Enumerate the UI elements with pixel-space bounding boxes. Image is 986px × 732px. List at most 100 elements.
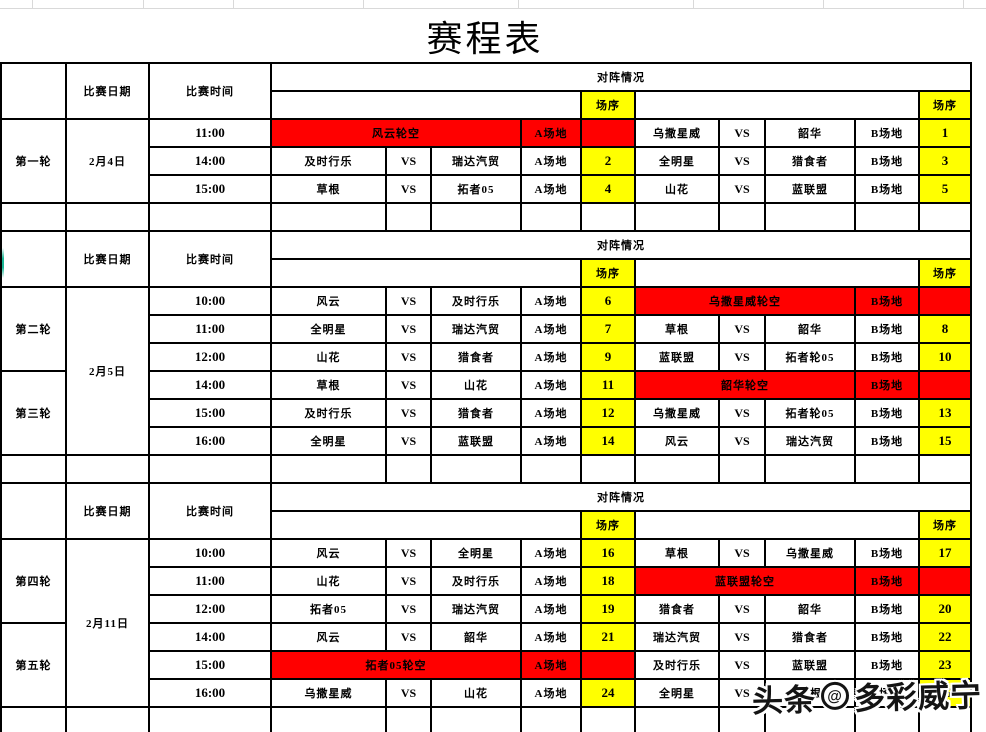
time-cell: 11:00 [148, 566, 272, 596]
venue-cell: B场地 [854, 622, 920, 652]
order-cell: 20 [918, 594, 972, 624]
order-cell [580, 650, 636, 680]
round-cell: 第五轮 [0, 622, 67, 708]
vs-cell: VS [718, 538, 766, 568]
header-spacer [270, 258, 582, 288]
venue-cell: B场地 [854, 566, 920, 596]
venue-cell: B场地 [854, 174, 920, 204]
team-cell: 草根 [270, 174, 387, 204]
corner-cell [0, 230, 67, 288]
venue-cell: A场地 [520, 286, 582, 316]
order-cell: 2 [580, 146, 636, 176]
date-cell: 2月11日 [65, 538, 150, 708]
order-cell: 21 [580, 622, 636, 652]
round-cell: 第二轮 [0, 286, 67, 372]
time-cell: 12:00 [148, 594, 272, 624]
page-title: 赛程表 [426, 19, 544, 59]
team-cell: 全明星 [270, 314, 387, 344]
order-header: 场序 [580, 90, 636, 120]
vs-cell: VS [718, 426, 766, 456]
time-cell: 14:00 [148, 370, 272, 400]
order-header: 场序 [918, 510, 972, 540]
watermark-text: 多彩威宁 [853, 677, 983, 716]
venue-cell: B场地 [854, 342, 920, 372]
team-cell: 全明星 [430, 538, 522, 568]
matchup-header: 对阵情况 [270, 230, 972, 260]
vs-cell: VS [385, 370, 432, 400]
date-cell: 2月5日 [65, 286, 150, 456]
time-cell: 15:00 [148, 398, 272, 428]
team-cell: 猎食者 [764, 622, 856, 652]
team-cell: 全明星 [634, 678, 720, 708]
time-cell: 11:00 [148, 314, 272, 344]
order-header: 场序 [580, 258, 636, 288]
venue-cell: A场地 [520, 622, 582, 652]
venue-cell: A场地 [520, 146, 582, 176]
team-cell: 拓者05 [430, 174, 522, 204]
venue-cell: B场地 [854, 594, 920, 624]
time-cell: 14:00 [148, 146, 272, 176]
venue-cell: B场地 [854, 370, 920, 400]
date-header: 比赛日期 [65, 482, 150, 540]
order-cell: 1 [918, 118, 972, 148]
team-cell: 蓝联盟 [634, 342, 720, 372]
order-cell: 19 [580, 594, 636, 624]
team-cell: 猎食者 [634, 594, 720, 624]
order-cell: 9 [580, 342, 636, 372]
order-cell: 3 [918, 146, 972, 176]
order-cell [580, 118, 636, 148]
header-spacer [270, 510, 582, 540]
matchup-header: 对阵情况 [270, 482, 972, 512]
watermark-text: 头条 [751, 681, 817, 719]
vs-cell: VS [718, 118, 766, 148]
team-cell: 乌撒星威 [764, 538, 856, 568]
time-cell: 16:00 [148, 678, 272, 708]
team-cell: 山花 [270, 566, 387, 596]
vs-cell: VS [385, 622, 432, 652]
bye-cell: 拓者05轮空 [270, 650, 522, 680]
order-cell [918, 286, 972, 316]
toutiao-watermark: 头条 @ 多彩威宁 [747, 669, 986, 721]
team-cell: 山花 [430, 370, 522, 400]
team-cell: 瑞达汽贸 [430, 594, 522, 624]
team-cell: 全明星 [634, 146, 720, 176]
bye-cell: 乌撒星威轮空 [634, 286, 856, 316]
vs-cell: VS [718, 398, 766, 428]
team-cell: 猎食者 [430, 342, 522, 372]
venue-cell: B场地 [854, 286, 920, 316]
separator-row [0, 202, 972, 232]
order-cell: 12 [580, 398, 636, 428]
team-cell: 瑞达汽贸 [764, 426, 856, 456]
team-cell: 风云 [270, 538, 387, 568]
order-header: 场序 [580, 510, 636, 540]
time-cell: 16:00 [148, 426, 272, 456]
order-cell: 5 [918, 174, 972, 204]
vs-cell: VS [385, 426, 432, 456]
order-cell: 4 [580, 174, 636, 204]
date-header: 比赛日期 [65, 230, 150, 288]
venue-cell: A场地 [520, 538, 582, 568]
vs-cell: VS [718, 594, 766, 624]
header-spacer [634, 510, 920, 540]
time-cell: 11:00 [148, 118, 272, 148]
team-cell: 草根 [634, 538, 720, 568]
team-cell: 韶华 [764, 118, 856, 148]
team-cell: 拓者轮05 [764, 398, 856, 428]
order-cell [918, 566, 972, 596]
section-rounds-4-5: 比赛日期 比赛时间 对阵情况 场序 场序 第四轮 2月11日 10:00 风云 … [0, 482, 972, 732]
vs-cell: VS [385, 566, 432, 596]
venue-cell: B场地 [854, 538, 920, 568]
venue-cell: A场地 [520, 678, 582, 708]
order-cell: 24 [580, 678, 636, 708]
round-cell: 第四轮 [0, 538, 67, 624]
time-cell: 10:00 [148, 538, 272, 568]
bye-cell: 风云轮空 [270, 118, 522, 148]
matchup-header: 对阵情况 [270, 62, 972, 92]
venue-cell: A场地 [520, 342, 582, 372]
header-spacer [634, 258, 920, 288]
vs-cell: VS [385, 174, 432, 204]
order-cell: 14 [580, 426, 636, 456]
vs-cell: VS [718, 314, 766, 344]
venue-cell: B场地 [854, 426, 920, 456]
team-cell: 风云 [270, 622, 387, 652]
